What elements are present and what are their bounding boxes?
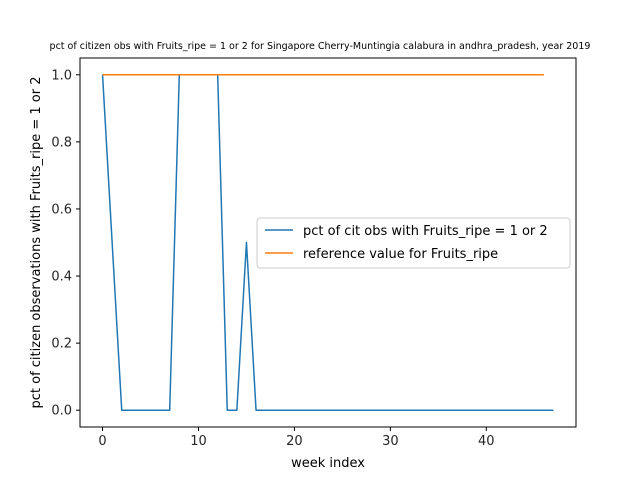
x-tick-label: 20 (286, 434, 303, 449)
y-axis-label: pct of citizen observations with Fruits_… (29, 76, 44, 408)
y-tick-label: 0.2 (51, 337, 72, 352)
y-tick-label: 0.6 (51, 202, 72, 217)
chart-title: pct of citizen obs with Fruits_ripe = 1 … (50, 41, 591, 52)
x-axis-label: week index (291, 456, 365, 471)
y-tick-label: 0.4 (51, 270, 72, 285)
x-tick-label: 30 (382, 434, 399, 449)
plot-frame (79, 57, 577, 428)
legend-box (256, 217, 571, 269)
series-line-1 (101, 74, 554, 411)
y-tick-label: 1.0 (51, 68, 72, 83)
x-tick-label: 10 (190, 434, 207, 449)
y-tick-label: 0.0 (51, 404, 72, 419)
x-tick-label: 0 (98, 434, 106, 449)
y-tick-label: 0.8 (51, 135, 72, 150)
legend: pct of cit obs with Fruits_ripe = 1 or 2… (256, 217, 571, 269)
x-axis-ticks: 0 10 20 30 40 (98, 427, 495, 449)
legend-label-series-2: reference value for Fruits_ripe (303, 247, 498, 262)
y-axis-ticks: 0.0 0.2 0.4 0.6 0.8 1.0 (51, 68, 80, 419)
x-tick-label: 40 (478, 434, 495, 449)
legend-label-series-1: pct of cit obs with Fruits_ripe = 1 or 2 (303, 224, 548, 239)
plot-lines (101, 74, 554, 411)
